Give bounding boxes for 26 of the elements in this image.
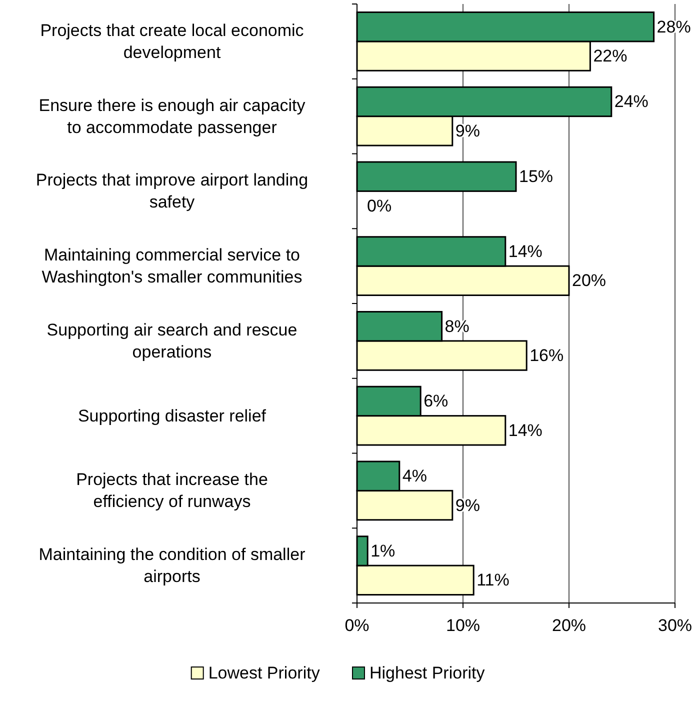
y-tick-label: Projects that increase the efficiency of runways xyxy=(76,470,268,512)
x-tick-label: 10% xyxy=(446,616,480,635)
data-label: 14% xyxy=(508,242,542,261)
y-tick-label: Ensure there is enough air capacity to accommodate passenger xyxy=(38,96,306,137)
y-tick-label: Projects that improve airport landing safety xyxy=(36,170,308,212)
data-label: 0% xyxy=(367,196,392,216)
data-label: 1% xyxy=(370,541,396,560)
legend-label: Highest Priority xyxy=(369,664,486,682)
data-label: 6% xyxy=(424,392,448,411)
x-tick-label: 30% xyxy=(658,616,692,635)
data-label: 16% xyxy=(530,346,564,366)
data-label: 11% xyxy=(476,570,510,590)
data-label: 24% xyxy=(614,92,648,112)
x-tick-label: 20% xyxy=(552,616,586,635)
data-label: 4% xyxy=(402,466,427,486)
data-label: 14% xyxy=(508,420,542,440)
y-tick-label: Supporting disaster relief xyxy=(78,406,266,426)
data-label: 15% xyxy=(519,167,554,186)
y-tick-label: Projects that create local economic development xyxy=(40,20,304,62)
y-tick-label: Maintaining the condition of smaller airports xyxy=(38,545,306,586)
data-label: 22% xyxy=(593,46,628,66)
data-label: 20% xyxy=(572,271,606,290)
y-tick-label: Maintaining commercial service to Washington's smaller communities xyxy=(42,246,302,287)
y-tick-label: Supporting air search and rescue operations xyxy=(46,320,298,362)
legend-label: Lowest Priority xyxy=(208,664,320,682)
x-tick-label: 0% xyxy=(344,616,370,635)
